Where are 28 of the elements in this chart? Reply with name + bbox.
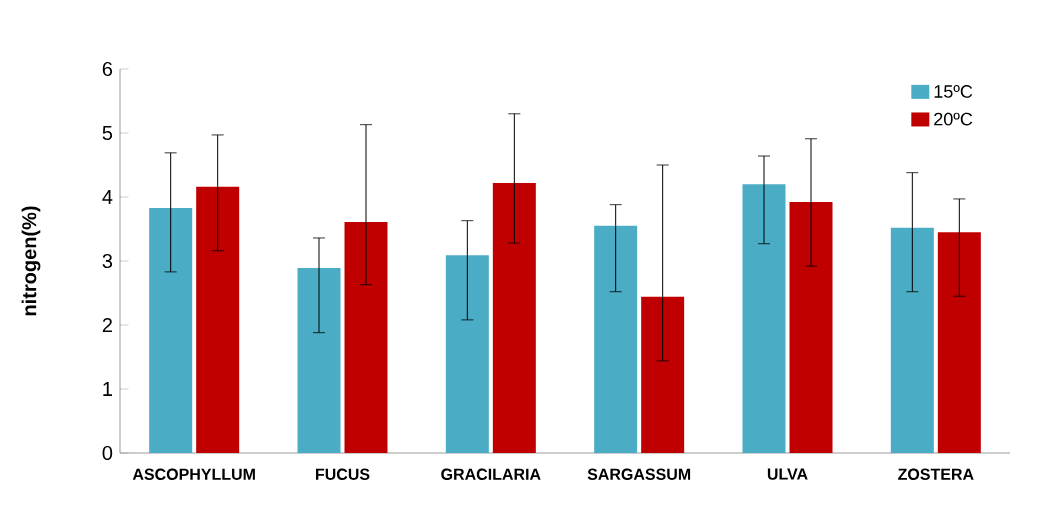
x-tick-label: ZOSTERA — [898, 468, 974, 480]
bar — [594, 225, 638, 453]
bar — [149, 207, 193, 453]
legend-label: 15ºC — [934, 85, 973, 98]
bar — [445, 255, 489, 453]
x-tick-label: ASCOPHYLLUM — [132, 468, 255, 480]
legend-label: 20ºC — [934, 112, 973, 126]
y-tick-label: 2 — [102, 318, 112, 332]
bar — [196, 186, 240, 453]
bar — [641, 296, 685, 453]
y-tick-label: 1 — [103, 382, 112, 396]
y-tick-label: 3 — [102, 253, 113, 269]
x-tick-label: ULVA — [767, 468, 808, 480]
y-tick-label: 6 — [102, 61, 113, 77]
x-tick-label: GRACILARIA — [441, 468, 541, 480]
bar — [937, 232, 981, 453]
bar — [789, 202, 833, 453]
bar — [344, 221, 388, 453]
bar — [492, 182, 536, 453]
y-tick-label: 0 — [102, 445, 113, 461]
bar — [297, 268, 341, 453]
x-tick-label: FUCUS — [316, 468, 370, 480]
y-tick-label: 5 — [102, 126, 113, 140]
y-axis-title: nitrogen(%) — [21, 206, 41, 316]
y-tick-label: 4 — [102, 190, 113, 204]
bar — [742, 184, 786, 453]
bar — [890, 227, 934, 453]
x-tick-label: SARGASSUM — [587, 468, 691, 480]
